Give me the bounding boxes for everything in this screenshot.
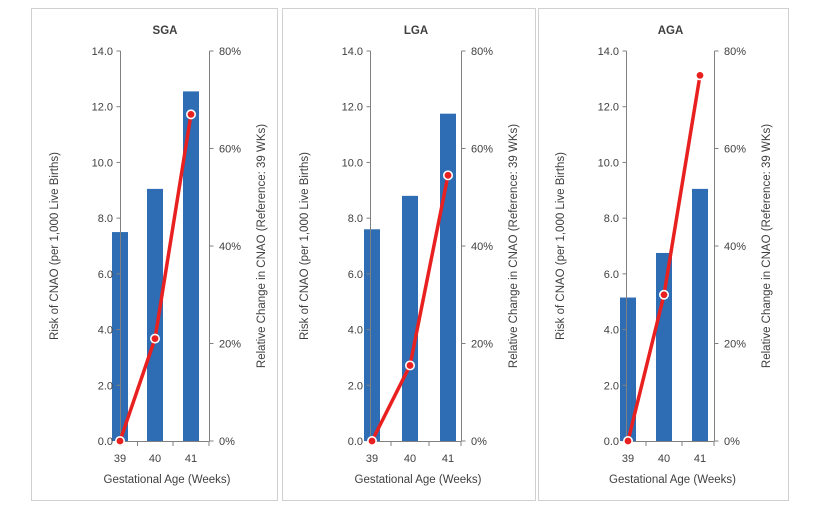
right-tick-label: 60% <box>219 144 241 156</box>
left-tick-label: 2.0 <box>604 380 619 392</box>
left-tick-label: 8.0 <box>348 213 363 225</box>
bar-week-39 <box>620 297 636 441</box>
line-point-week-39 <box>366 435 377 446</box>
right-tick-label: 0% <box>724 436 740 448</box>
right-tick-label: 80% <box>471 46 493 58</box>
bar-week-41 <box>692 188 708 441</box>
panel-sga: SGA 0.0 2.0 4.0 6.0 8.0 10.0 12.0 14.0 0% 20% 40% 60… <box>31 8 278 501</box>
left-tick-label: 6.0 <box>98 269 113 281</box>
left-tick-label: 12.0 <box>92 102 113 114</box>
right-tick-label: 0% <box>471 436 487 448</box>
x-axis-title: Gestational Age (Weeks) <box>104 474 231 486</box>
left-axis-title: Risk of CNAO (per 1,000 Live Births) <box>49 152 61 340</box>
right-tick-label: 80% <box>219 46 241 58</box>
left-tick-label: 10.0 <box>342 157 363 169</box>
right-axis-title: Relative Change in CNAO (Reference: 39 W… <box>508 124 520 368</box>
left-tick-label: 2.0 <box>348 380 363 392</box>
left-tick-label: 10.0 <box>598 157 619 169</box>
bar-week-41 <box>183 91 199 442</box>
left-tick-label: 14.0 <box>598 46 619 58</box>
line-point-week-40 <box>658 289 669 300</box>
x-axis-title: Gestational Age (Weeks) <box>355 474 482 486</box>
line-point-week-39 <box>115 435 126 446</box>
left-tick-label: 4.0 <box>604 325 619 337</box>
left-tick-label: 4.0 <box>348 325 363 337</box>
line-point-week-41 <box>442 170 453 181</box>
line-point-week-40 <box>404 360 415 371</box>
line-point-week-41 <box>694 70 705 81</box>
left-tick-label: 2.0 <box>98 380 113 392</box>
panel-lga: LGA 0.0 2.0 4.0 6.0 8.0 10.0 12.0 14.0 0% 20% 40% 60… <box>282 8 536 501</box>
bar-week-40 <box>656 252 672 441</box>
left-tick-label: 8.0 <box>604 213 619 225</box>
panel-title: AGA <box>658 25 684 37</box>
line-point-week-40 <box>150 333 161 344</box>
x-tick-label: 41 <box>185 453 197 465</box>
left-tick-label: 8.0 <box>98 213 113 225</box>
left-tick-label: 12.0 <box>598 102 619 114</box>
left-tick-label: 14.0 <box>92 46 113 58</box>
left-tick-label: 6.0 <box>348 269 363 281</box>
x-tick-label: 40 <box>658 453 670 465</box>
bar-week-40 <box>147 188 163 441</box>
line-point-week-41 <box>186 109 197 120</box>
right-axis-title: Relative Change in CNAO (Reference: 39 W… <box>761 124 773 368</box>
right-axis-title: Relative Change in CNAO (Reference: 39 W… <box>256 124 268 368</box>
right-tick-label: 80% <box>724 46 746 58</box>
bar-week-39 <box>364 229 380 441</box>
bar-week-40 <box>402 195 418 441</box>
left-tick-label: 0.0 <box>604 436 619 448</box>
left-tick-label: 6.0 <box>604 269 619 281</box>
x-axis-title: Gestational Age (Weeks) <box>609 474 736 486</box>
right-tick-label: 20% <box>219 339 241 351</box>
x-tick-label: 40 <box>149 453 161 465</box>
left-tick-label: 10.0 <box>92 157 113 169</box>
x-tick-label: 39 <box>622 453 634 465</box>
panel-title: SGA <box>153 25 178 37</box>
x-tick-label: 39 <box>114 453 126 465</box>
line-point-week-39 <box>622 435 633 446</box>
right-tick-label: 20% <box>724 339 746 351</box>
left-tick-label: 0.0 <box>348 436 363 448</box>
left-axis-title: Risk of CNAO (per 1,000 Live Births) <box>299 152 311 340</box>
x-tick-label: 39 <box>366 453 378 465</box>
left-tick-label: 14.0 <box>342 46 363 58</box>
x-tick-label: 40 <box>404 453 416 465</box>
right-tick-label: 40% <box>471 241 493 253</box>
bar-week-41 <box>440 113 456 441</box>
left-tick-label: 0.0 <box>98 436 113 448</box>
right-tick-label: 20% <box>471 339 493 351</box>
right-tick-label: 0% <box>219 436 235 448</box>
x-tick-label: 41 <box>694 453 706 465</box>
x-tick-label: 41 <box>442 453 454 465</box>
left-tick-label: 12.0 <box>342 102 363 114</box>
right-tick-label: 40% <box>219 241 241 253</box>
right-tick-label: 40% <box>724 241 746 253</box>
panel-aga: AGA 0.0 2.0 4.0 6.0 8.0 10.0 12.0 14.0 0% 20% 40% 60… <box>538 8 789 501</box>
panel-title: LGA <box>404 25 428 37</box>
left-axis-title: Risk of CNAO (per 1,000 Live Births) <box>555 152 567 340</box>
left-tick-label: 4.0 <box>98 325 113 337</box>
right-tick-label: 60% <box>724 144 746 156</box>
right-tick-label: 60% <box>471 144 493 156</box>
